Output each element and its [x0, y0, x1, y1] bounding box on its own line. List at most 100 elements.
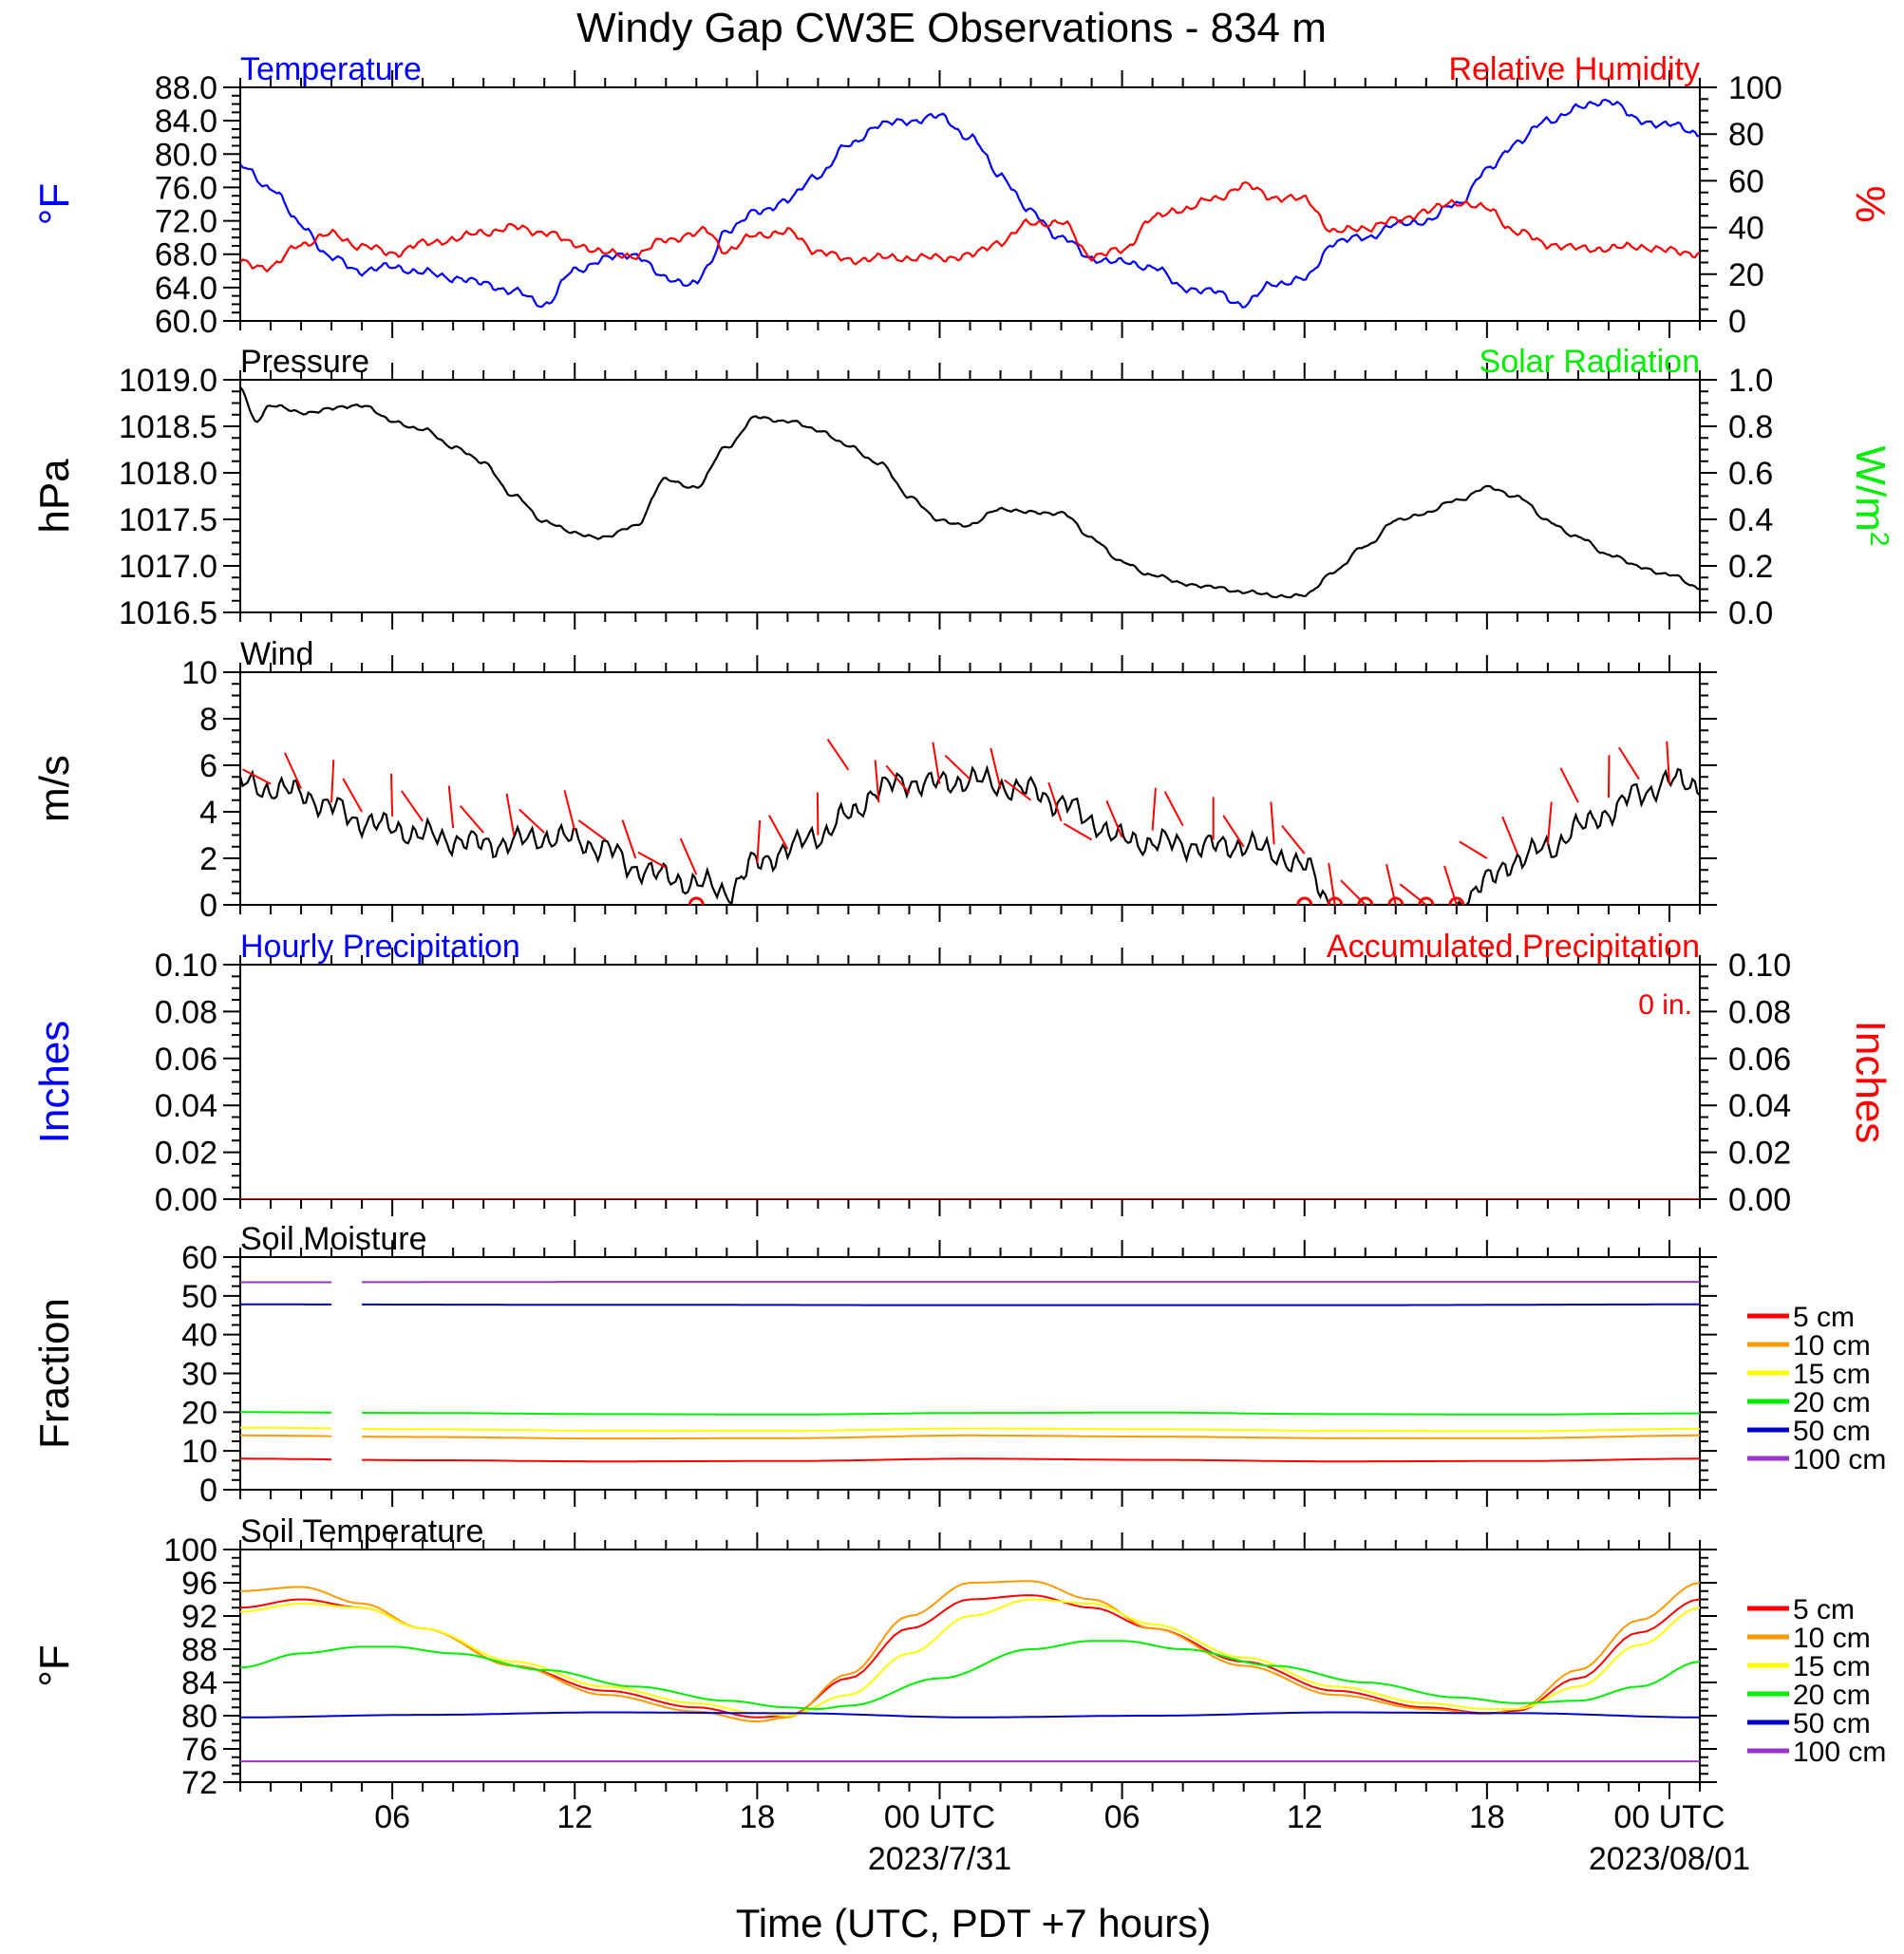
y-tick-label: 2: [199, 841, 217, 877]
legend-label: 10 cm: [1793, 1623, 1871, 1654]
y-tick-label-right: 0.02: [1728, 1136, 1791, 1172]
y-tick-label-right: 80: [1728, 117, 1764, 153]
series-line-50cm: [240, 1711, 1700, 1719]
plot-frame: [239, 1256, 1701, 1491]
y-tick-label: 96: [181, 1566, 217, 1602]
y-tick-label: 92: [181, 1599, 217, 1635]
wind-barb: [342, 778, 363, 813]
y-tick-label-right: 0.08: [1728, 994, 1791, 1030]
legend-label: 50 cm: [1793, 1708, 1871, 1739]
y-tick-label: 76: [181, 1732, 217, 1768]
panel-temp_rh: 60.064.068.072.076.080.084.088.0 0 20 40 60 8…: [31, 51, 1894, 340]
panel-title-left: Pressure: [240, 344, 369, 380]
y-tick-label: 0.04: [155, 1088, 217, 1124]
wind-barb: [1546, 801, 1553, 845]
wind-barb: [1399, 883, 1427, 905]
y-tick-label: 4: [199, 795, 217, 831]
y-tick-label-right: 0.06: [1728, 1042, 1791, 1078]
series-line-black: [240, 385, 1700, 599]
calm-wind-marker: [1387, 896, 1404, 905]
panel-title-left: Wind: [240, 636, 313, 672]
wind-barb: [241, 768, 272, 785]
y-tick-label-right: 20: [1728, 257, 1764, 293]
wind-barb: [637, 851, 667, 869]
y-tick-label: 0.00: [155, 1182, 217, 1218]
y-tick-label: 80.0: [155, 137, 217, 173]
wind-barb: [1281, 824, 1306, 855]
x-axis-title: Time (UTC, PDT +7 hours): [736, 1901, 1212, 1945]
wind-barb: [1151, 787, 1157, 831]
wind-barb: [756, 820, 762, 863]
plot-frame: [239, 1549, 1701, 1783]
wind-barb: [1270, 801, 1275, 845]
y-axis-label-left: °F: [31, 1644, 78, 1686]
y-tick-label: 10: [181, 655, 217, 691]
y-tick-label-right: 0.00: [1728, 1182, 1791, 1218]
y-tick-label: 72.0: [155, 204, 217, 240]
y-tick-label: 20: [181, 1395, 217, 1431]
wind-barb: [885, 764, 911, 795]
wind-barb: [1105, 799, 1123, 838]
y-axis-label-left: Inches: [31, 1021, 78, 1144]
y-tick-label: 84.0: [155, 103, 217, 140]
wind-barb: [563, 790, 576, 831]
series-line-15cm: [362, 1427, 1700, 1433]
calm-wind-marker: [1296, 896, 1313, 905]
legend-label: 20 cm: [1793, 1387, 1871, 1419]
plot-frame: [239, 671, 1701, 906]
panel-wind: 0 2 4 6 8 10 Wind m/s: [31, 636, 1717, 924]
y-axis-label-left: hPa: [31, 459, 78, 534]
wind-barb: [518, 808, 545, 834]
y-tick-label-right: 0.0: [1728, 595, 1773, 631]
legend-label: 5 cm: [1793, 1594, 1855, 1625]
wind-barb: [874, 760, 880, 803]
y-tick-label-right: 0: [1728, 304, 1746, 340]
wind-barb: [1618, 746, 1640, 780]
wind-barb: [679, 837, 698, 875]
y-axis-label-right: %: [1847, 185, 1894, 222]
y-tick-label: 1018.5: [119, 409, 217, 445]
series-group: [240, 738, 1700, 905]
series-group: [240, 98, 1700, 310]
plot-frame: [239, 379, 1701, 613]
y-tick-label: 0: [199, 1473, 217, 1509]
y-tick-label: 6: [199, 748, 217, 784]
series-line-10cm: [240, 1580, 1700, 1723]
y-tick-label: 0.06: [155, 1042, 217, 1078]
y-axis-label-left: °F: [31, 183, 78, 225]
series-line-50cm: [362, 1303, 1700, 1306]
y-axis-label-left: m/s: [31, 755, 78, 822]
y-tick-label: 30: [181, 1357, 217, 1393]
panel-title-left: Soil Moisture: [240, 1221, 427, 1257]
wind-barb: [1607, 755, 1611, 799]
y-axis-label-right: W/m2: [1847, 446, 1895, 547]
wind-barb: [330, 760, 335, 803]
y-tick-label-right: 0.8: [1728, 409, 1773, 445]
panel-title-right: Relative Humidity: [1448, 51, 1700, 87]
legend-label: 5 cm: [1793, 1302, 1855, 1333]
legend-label: 50 cm: [1793, 1416, 1871, 1447]
legend-label: 100 cm: [1793, 1737, 1886, 1768]
wind-barb: [447, 785, 455, 829]
y-tick-label: 0.02: [155, 1136, 217, 1172]
series-line-20cm: [362, 1411, 1700, 1416]
y-tick-label: 50: [181, 1279, 217, 1315]
y-tick-label-right: 60: [1728, 163, 1764, 199]
panel-pressure: 1016.5 1017.0 1017.5 1018.0 1018.5 1019.0 0.0 0…: [31, 344, 1895, 631]
y-tick-label-right: 0.10: [1728, 948, 1791, 984]
y-tick-label: 0.10: [155, 948, 217, 984]
x-date-label: 2023/7/31: [868, 1841, 1011, 1877]
y-tick-label: 64.0: [155, 271, 217, 307]
series-line-red: [240, 180, 1700, 273]
calm-wind-marker: [1418, 896, 1435, 905]
y-tick-label: 76.0: [155, 170, 217, 206]
series-line-20cm: [240, 1640, 1700, 1711]
panel-title-left: Soil Temperature: [240, 1513, 483, 1550]
wind-barb: [1340, 879, 1367, 905]
wind-barb: [768, 815, 789, 850]
series-group: [240, 385, 1700, 599]
wind-barb: [1047, 781, 1063, 822]
legend-label: 15 cm: [1793, 1359, 1871, 1390]
